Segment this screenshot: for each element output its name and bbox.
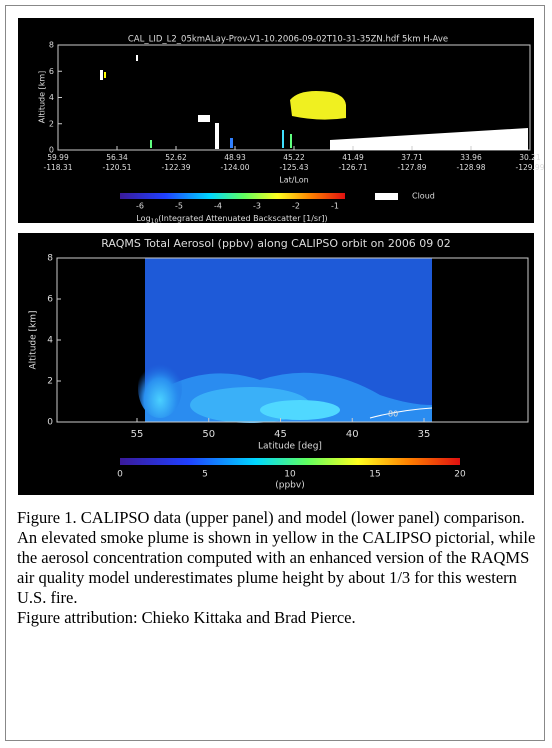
x-tick-label: 30.21 — [519, 153, 541, 162]
colorbar-label-rest: (Integrated Attenuated Backscatter [1/sr… — [158, 214, 327, 223]
x-tick-label: 45.22 — [283, 153, 305, 162]
x-tick-label: 50 — [202, 429, 215, 440]
x-tick-label: -125.43 — [280, 163, 309, 172]
x-tick-label: -120.51 — [103, 163, 132, 172]
panel-background — [18, 18, 534, 223]
colorbar-tick-label: 20 — [454, 470, 466, 480]
x-axis-label: Latitude [deg] — [258, 442, 322, 452]
y-tick-label: 4 — [47, 336, 53, 346]
x-tick-label: -122.39 — [162, 163, 191, 172]
y-axis-label: Altitude [km] — [38, 71, 47, 123]
figure: CAL_LID_L2_05kmALay-Prov-V1-10.2006-09-0… — [0, 0, 552, 505]
x-tick-label: -124.00 — [221, 163, 250, 172]
colorbar-tick-label: 10 — [284, 470, 296, 480]
x-tick-label: 52.62 — [165, 153, 187, 162]
colorbar-tick-label: -1 — [331, 202, 339, 211]
colorbar-tick-label: 5 — [202, 470, 208, 480]
caption: Figure 1. CALIPSO data (upper panel) and… — [17, 508, 539, 628]
x-tick-label: 35 — [418, 429, 431, 440]
colorbar-label: (ppbv) — [275, 481, 305, 491]
y-tick-label: 6 — [49, 67, 54, 76]
colorbar-label-subscript: 10 — [151, 218, 159, 225]
panel-title: RAQMS Total Aerosol (ppbv) along CALIPSO… — [101, 237, 451, 250]
colorbar-tick-label: 15 — [369, 470, 380, 480]
colorbar-tick-label: -3 — [253, 202, 261, 211]
x-tick-label: 48.93 — [224, 153, 246, 162]
y-axis-label: Altitude [km] — [29, 310, 39, 369]
caption-attribution: Figure attribution: Chieko Kittaka and B… — [17, 608, 539, 628]
y-tick-label: 0 — [47, 418, 53, 428]
x-tick-label: 45 — [274, 429, 287, 440]
colorbar-tick-label: -4 — [214, 202, 222, 211]
x-axis-label: Lat/Lon — [279, 176, 308, 185]
colorbar-tick-label: 0 — [117, 470, 123, 480]
caption-text: Figure 1. CALIPSO data (upper panel) and… — [17, 508, 539, 608]
x-tick-label: -127.89 — [398, 163, 427, 172]
y-tick-label: 8 — [47, 254, 53, 264]
x-tick-label: -126.71 — [339, 163, 368, 172]
x-tick-label: 59.99 — [47, 153, 69, 162]
x-tick-label: 40 — [346, 429, 359, 440]
x-tick-label: 41.49 — [342, 153, 364, 162]
y-tick-label: 4 — [49, 93, 54, 102]
colorbar-tick-label: -2 — [292, 202, 300, 211]
colorbar — [120, 458, 460, 465]
y-tick-label: 6 — [47, 295, 53, 305]
y-tick-label: 2 — [47, 377, 53, 387]
panel-title: CAL_LID_L2_05kmALay-Prov-V1-10.2006-09-0… — [128, 35, 448, 45]
x-tick-label: 33.96 — [460, 153, 482, 162]
y-tick-label: 8 — [49, 41, 54, 50]
colorbar-tick-label: -6 — [136, 202, 144, 211]
legend-label: Cloud — [412, 192, 435, 201]
x-tick-label: 37.71 — [401, 153, 423, 162]
colorbar-label-prefix: Log — [136, 214, 150, 223]
y-tick-label: 2 — [49, 119, 54, 128]
x-tick-label: 55 — [131, 429, 144, 440]
x-tick-label: -128.98 — [457, 163, 486, 172]
contour-label: 80 — [388, 410, 398, 419]
colorbar — [120, 193, 345, 199]
legend-swatch — [375, 193, 398, 200]
x-tick-label: 56.34 — [106, 153, 128, 162]
x-tick-label: -129.99 — [516, 163, 545, 172]
x-tick-label: -118.31 — [44, 163, 73, 172]
colorbar-tick-label: -5 — [175, 202, 183, 211]
